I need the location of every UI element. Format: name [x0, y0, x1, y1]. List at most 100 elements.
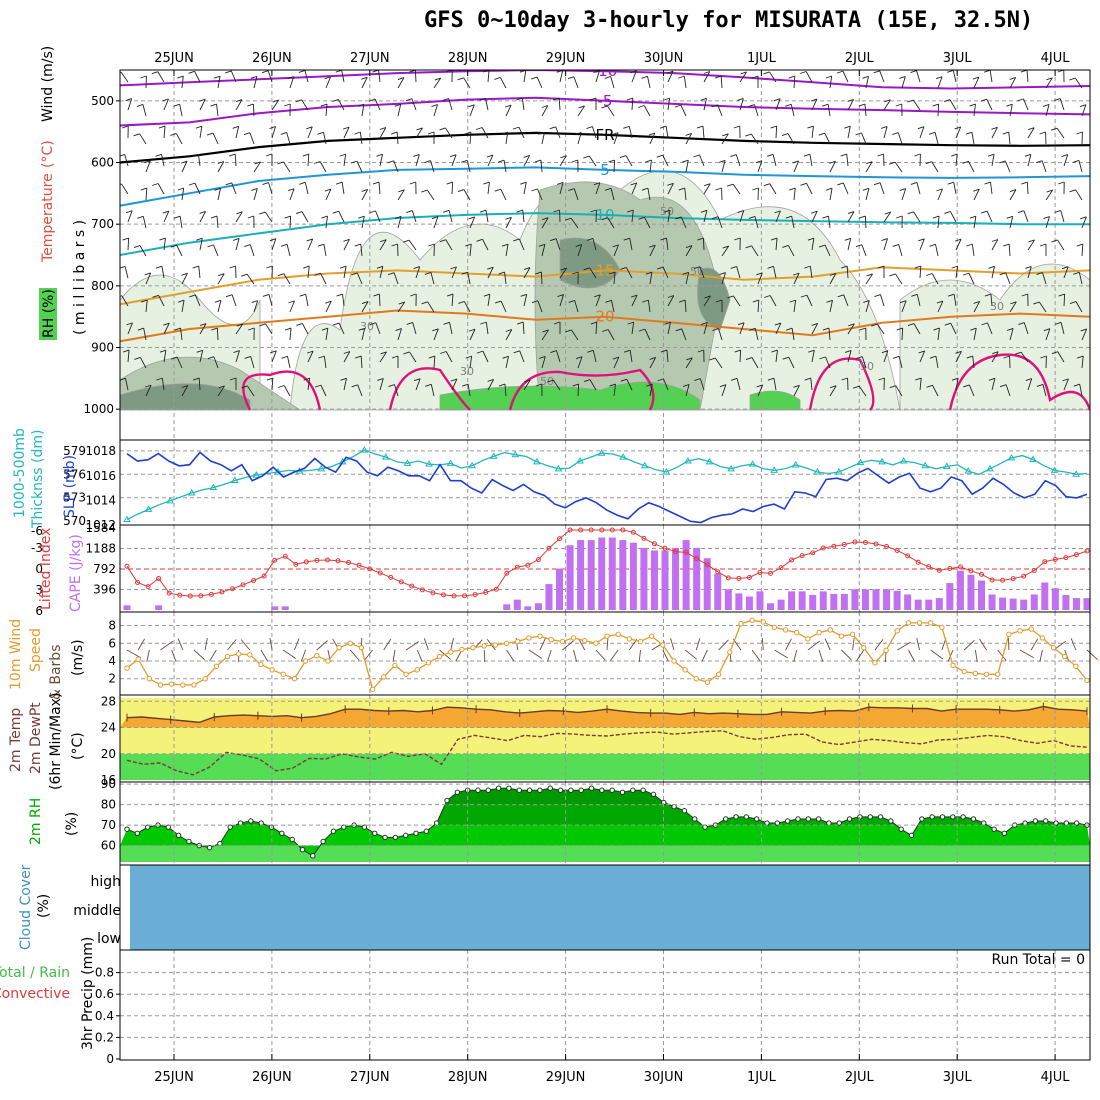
wind-barb — [865, 273, 873, 285]
wind-barb-flag — [163, 322, 170, 326]
wind-barb-flag — [1009, 189, 1017, 193]
wind-barb-flag — [973, 300, 980, 304]
wind-barb — [485, 322, 489, 335]
wind-barb — [361, 328, 366, 341]
wind-barb — [536, 76, 543, 89]
wind-speed-marker — [961, 668, 967, 675]
wind-barb — [810, 378, 813, 391]
wind-barb-flag — [549, 126, 556, 130]
wind-barb — [793, 300, 797, 313]
wind-barb-flag — [391, 355, 399, 359]
wind-barb-10m — [1039, 649, 1043, 662]
wind-barb-10m — [294, 638, 300, 651]
wind-barb-flag — [648, 132, 656, 136]
wind-barb-flag — [516, 209, 523, 213]
wind-barb — [751, 245, 759, 257]
li-tick-label: -3 — [31, 541, 43, 555]
wind-barb-flag — [373, 293, 380, 297]
wind-barb — [828, 216, 831, 229]
rh-marker — [630, 787, 636, 793]
wind-barb-flag — [177, 299, 185, 303]
wind-speed-marker — [771, 624, 778, 630]
wind-barb-flag — [609, 383, 616, 387]
wind-barb — [469, 328, 476, 341]
wind-barb — [469, 216, 476, 229]
wind-barb — [235, 323, 244, 335]
wind-barb-flag — [645, 271, 653, 275]
wind-barb-flag — [379, 127, 386, 130]
label-thickness: 1000-500mb — [12, 428, 28, 518]
wind-barb — [181, 76, 184, 89]
wind-barb-flag — [266, 377, 273, 381]
wind-barb-flag — [730, 266, 737, 269]
wind-barb-flag — [192, 153, 199, 157]
wind-barb-flag — [821, 103, 829, 107]
cape-bar — [724, 589, 732, 610]
wind-barb — [757, 384, 764, 397]
wind-barb-flag — [450, 266, 457, 270]
wind-barb-10m — [1086, 649, 1098, 661]
wind-barb-flag — [792, 160, 799, 164]
wind-barb — [665, 126, 669, 139]
wind-barb-flag — [859, 215, 866, 219]
precip-tick-label: 0.4 — [95, 1009, 114, 1023]
wind-barb — [775, 350, 778, 363]
wind-barb — [356, 160, 363, 173]
wind-barb — [714, 357, 723, 369]
wind-barb-flag — [866, 273, 873, 277]
wind-barb — [445, 239, 453, 251]
wind-barb — [717, 104, 723, 117]
wind-barb — [271, 350, 277, 363]
wind-barb — [1063, 154, 1069, 167]
wind-barb-flag — [583, 155, 590, 159]
wind-barb-flag — [232, 237, 240, 241]
wind-barb — [1042, 384, 1047, 397]
wind-barb-flag — [737, 210, 744, 214]
wind-barb — [338, 211, 345, 223]
wind-barb-flag — [929, 243, 936, 247]
wind-barb-flag — [476, 350, 484, 354]
wind-barb — [739, 98, 744, 111]
wind-barb — [250, 356, 255, 369]
wind-barb — [163, 126, 166, 139]
wind-barb — [989, 70, 993, 83]
wind-barb-flag — [962, 160, 969, 164]
date-label-top: 27JUN — [350, 51, 390, 66]
rh-tick-label: 90 — [101, 777, 116, 791]
date-label-bottom: 29JUN — [546, 1070, 586, 1085]
thickness-marker — [317, 464, 326, 472]
wind-barb-flag — [951, 377, 959, 381]
wind-barb — [359, 132, 363, 145]
wind-barb — [1008, 132, 1011, 145]
lifted-index-marker — [535, 557, 541, 563]
wind-barb-flag — [752, 187, 759, 191]
wind-speed-marker — [135, 656, 141, 662]
wind-barb-flag — [627, 321, 634, 325]
panel-cloud-cover — [130, 865, 1090, 950]
wind-speed-marker — [983, 671, 990, 677]
thickness-tick-label: 570 — [63, 514, 86, 528]
wind-barb — [897, 132, 903, 145]
cape-bar — [978, 580, 986, 610]
wind-barb-flag — [244, 244, 251, 248]
wind-barb — [787, 133, 795, 145]
wind-barb-flag — [785, 103, 792, 107]
wind-barb-flag — [468, 216, 475, 220]
wind-barb — [433, 328, 439, 341]
rh-marker — [392, 834, 399, 841]
wind-barb — [341, 70, 345, 83]
wind-barb-flag — [542, 217, 549, 221]
date-label-top: 29JUN — [546, 51, 586, 66]
wind-barb — [955, 266, 959, 279]
rh-marker — [805, 816, 811, 822]
lifted-index-marker — [251, 578, 257, 584]
wind-barb-flag — [829, 273, 836, 276]
wind-barb-10m — [606, 637, 609, 651]
rh-marker — [640, 787, 646, 793]
wind-barb — [739, 349, 742, 363]
rh-marker — [568, 787, 574, 793]
rh-marker — [206, 844, 213, 851]
wind-barb — [952, 70, 957, 83]
wind-barb-flag — [1051, 239, 1058, 243]
wind-barb-flag — [626, 97, 633, 101]
